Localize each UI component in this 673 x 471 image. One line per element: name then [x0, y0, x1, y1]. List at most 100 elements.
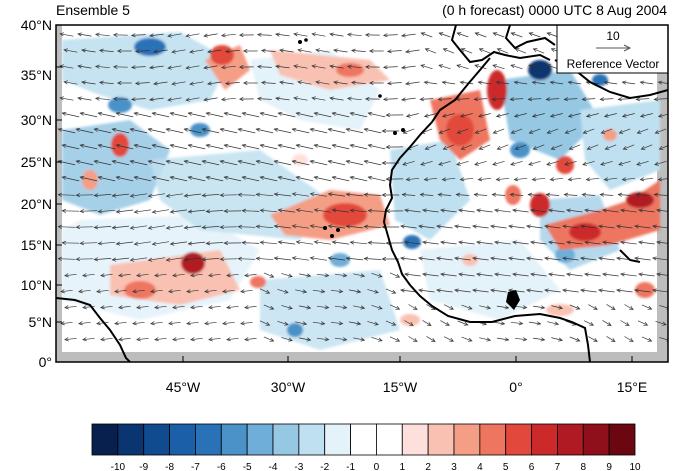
wind-vector-head	[255, 127, 261, 132]
wind-vector	[315, 81, 330, 85]
wind-vector-head	[327, 256, 333, 261]
wind-vector-head	[652, 256, 657, 261]
wind-vector-head	[652, 224, 657, 229]
wind-vector-head	[604, 145, 610, 150]
wind-vector	[60, 321, 73, 325]
wind-vector-head	[277, 111, 283, 116]
wind-vector	[526, 225, 543, 229]
wind-vector-head	[255, 192, 261, 197]
wind-vector	[562, 225, 579, 229]
wind-vector-head	[133, 241, 139, 246]
wind-vector	[652, 257, 668, 261]
wind-vector-head	[530, 208, 535, 213]
wind-vector	[404, 241, 421, 245]
wind-vector-head	[654, 161, 659, 166]
wind-vector	[184, 225, 202, 229]
wind-vector-head	[291, 127, 297, 132]
wind-vector-head	[171, 81, 176, 86]
wind-vector	[207, 81, 222, 85]
wind-vector-head	[136, 337, 141, 342]
wind-vector-head	[279, 48, 284, 53]
wind-vector	[658, 113, 668, 117]
wind-vector	[275, 33, 290, 37]
wind-vector-head	[219, 225, 225, 230]
wind-vector	[295, 289, 307, 293]
wind-vector-head	[189, 81, 194, 86]
wind-vector-head	[509, 97, 515, 102]
wind-vector-head	[400, 256, 405, 261]
wind-vector	[544, 225, 561, 229]
wind-vector	[329, 65, 344, 69]
wind-vector	[112, 225, 130, 229]
wind-vector	[474, 194, 488, 196]
wind-vector-head	[244, 273, 249, 278]
wind-vector	[80, 176, 98, 182]
wind-vector	[261, 82, 276, 84]
wind-vector	[383, 34, 398, 36]
wind-vector	[403, 128, 415, 134]
wind-vector-head	[351, 48, 356, 53]
wind-vector-head	[223, 175, 229, 180]
wind-vector-head	[589, 321, 595, 326]
wind-vector	[479, 337, 491, 341]
wind-vector-head	[363, 127, 369, 132]
colorbar-swatch	[505, 423, 532, 456]
wind-vector	[551, 337, 563, 341]
wind-vector-head	[201, 225, 207, 230]
wind-vector	[206, 112, 224, 118]
wind-vector-head	[222, 289, 227, 294]
wind-vector	[114, 289, 127, 293]
wind-vector-head	[546, 64, 551, 69]
wind-vector	[330, 321, 343, 325]
wind-vector-head	[117, 48, 122, 54]
wind-vector-head	[183, 193, 189, 198]
wind-vector-head	[438, 129, 444, 134]
wind-vector	[190, 337, 203, 341]
wind-vector-head	[133, 175, 139, 180]
field-core-red	[626, 192, 654, 208]
wind-vector	[190, 273, 203, 277]
wind-vector-head	[288, 273, 293, 278]
wind-vector	[206, 144, 224, 150]
wind-vector-head	[409, 321, 414, 326]
wind-vector	[95, 33, 110, 37]
wind-vector	[203, 65, 218, 69]
wind-vector-head	[456, 129, 462, 134]
wind-vector-head	[135, 81, 140, 86]
wind-vector	[511, 32, 523, 38]
wind-vector	[346, 128, 364, 134]
wind-vector-head	[636, 161, 641, 166]
wind-vector-head	[63, 80, 68, 85]
wind-vector-head	[269, 305, 275, 310]
wind-vector-head	[204, 321, 209, 326]
wind-vector	[406, 177, 420, 181]
wind-vector-head	[624, 322, 630, 326]
wind-vector	[658, 178, 668, 181]
wind-vector	[568, 113, 581, 117]
wind-vector	[404, 273, 421, 277]
wind-vector-head	[356, 289, 362, 294]
wind-vector	[405, 81, 420, 85]
wind-vector-head	[279, 80, 284, 85]
field-core-blue	[108, 97, 132, 113]
wind-vector	[508, 257, 525, 261]
wind-vector-head	[208, 273, 213, 278]
wind-vector-head	[327, 127, 333, 132]
wind-vector	[98, 112, 116, 118]
wind-vector	[426, 304, 436, 310]
wind-vector	[260, 209, 278, 213]
wind-vector	[564, 194, 578, 196]
wind-vector-head	[657, 80, 663, 85]
wind-vector	[293, 33, 308, 37]
wind-vector-head	[223, 111, 229, 116]
wind-vector	[118, 305, 131, 309]
wind-vector	[472, 289, 489, 293]
wind-vector-head	[381, 256, 387, 262]
wind-vector-head	[223, 240, 229, 246]
wind-vector	[130, 128, 148, 134]
wind-vector-head	[472, 256, 477, 261]
wind-vector-head	[530, 240, 535, 245]
wind-vector	[329, 33, 344, 37]
wind-vector	[641, 144, 653, 150]
wind-vector-head	[309, 224, 315, 229]
